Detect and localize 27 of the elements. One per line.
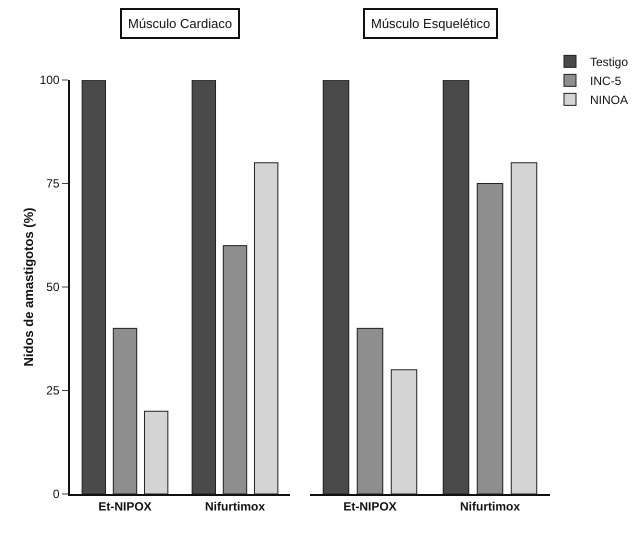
y-tick-label: 50: [46, 280, 60, 294]
bar: [254, 162, 278, 494]
x-tick-label: Nifurtimox: [205, 499, 266, 514]
legend-label: NINOA: [590, 93, 628, 108]
bar: [442, 80, 470, 494]
chart-title: Músculo Cardiaco: [128, 16, 232, 31]
y-tick-label: 75: [46, 176, 60, 191]
bar: [112, 328, 138, 494]
bar: [476, 183, 504, 494]
y-tick-label: 25: [46, 384, 60, 398]
bar: [322, 80, 350, 494]
x-tick-label: Et-NIPOX: [343, 499, 397, 514]
legend-label: INC-5: [590, 74, 622, 88]
bar: [144, 410, 168, 494]
bar: [390, 369, 418, 494]
y-axis-title: Nidos de amastigotos (%): [21, 208, 36, 366]
x-tick-label: Nifurtimox: [460, 499, 520, 514]
y-tick-label: 0: [52, 487, 60, 502]
x-tick-label: Et-NIPOX: [98, 499, 152, 514]
y-tick-label: 100: [40, 73, 60, 88]
legend-label: Testigo: [590, 55, 628, 70]
bar: [82, 80, 106, 494]
bar: [222, 245, 248, 494]
bar: [192, 80, 216, 494]
chart-title: Músculo Esquelético: [371, 16, 490, 31]
bar: [510, 162, 538, 494]
bar: [356, 328, 384, 494]
